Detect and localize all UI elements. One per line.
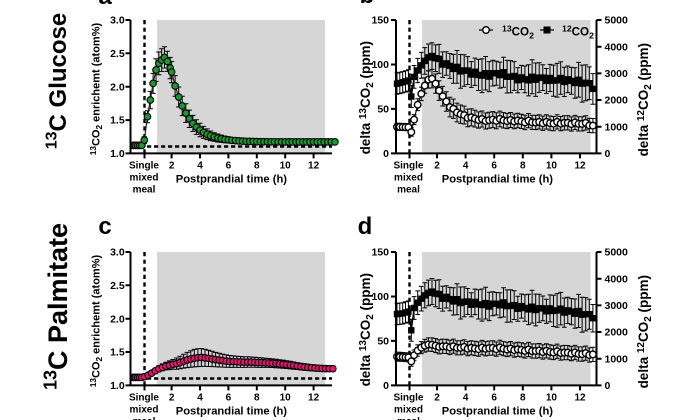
svg-text:4: 4 [197,393,203,404]
svg-text:3000: 3000 [605,68,629,80]
svg-text:50: 50 [377,336,389,348]
svg-text:8: 8 [520,393,526,404]
svg-text:4000: 4000 [605,273,629,285]
svg-text:3.0: 3.0 [110,247,125,259]
svg-text:5000: 5000 [605,247,629,259]
svg-text:6: 6 [491,393,497,404]
svg-text:2.5: 2.5 [110,48,125,60]
svg-text:2: 2 [169,161,175,172]
svg-text:3000: 3000 [605,300,629,312]
svg-text:delta 12CO2 (ppm): delta 12CO2 (ppm) [636,275,654,388]
svg-text:12CO2: 12CO2 [562,24,594,41]
svg-text:2: 2 [434,161,440,172]
svg-text:2.5: 2.5 [110,280,125,292]
svg-text:10: 10 [546,161,558,172]
svg-text:1000: 1000 [605,353,629,365]
svg-text:Postprandial time (h): Postprandial time (h) [442,406,554,418]
svg-text:1.0: 1.0 [110,148,125,160]
svg-text:2.0: 2.0 [110,313,125,325]
svg-text:Single: Single [129,161,159,172]
svg-text:12: 12 [574,393,586,404]
svg-text:d: d [358,213,373,240]
svg-text:4: 4 [197,161,203,172]
svg-text:0: 0 [605,148,611,160]
svg-text:c: c [98,213,111,240]
svg-text:13C Glucose: 13C Glucose [44,13,73,150]
svg-text:4: 4 [463,393,469,404]
svg-text:Single: Single [129,393,159,404]
svg-text:0: 0 [383,148,389,160]
svg-text:2000: 2000 [605,95,629,107]
svg-text:10: 10 [546,393,558,404]
svg-text:0: 0 [605,380,611,392]
svg-text:a: a [98,0,112,10]
svg-text:meal: meal [397,185,420,196]
svg-text:1.5: 1.5 [110,347,125,359]
svg-text:10: 10 [280,161,292,172]
svg-text:meal: meal [397,417,420,420]
svg-text:Single: Single [393,161,423,172]
svg-text:6: 6 [491,161,497,172]
svg-text:12: 12 [574,161,586,172]
svg-text:1.5: 1.5 [110,115,125,127]
svg-text:2000: 2000 [605,327,629,339]
svg-text:5000: 5000 [605,15,629,27]
svg-text:12: 12 [308,393,320,404]
svg-text:Postprandial time (h): Postprandial time (h) [176,406,288,418]
svg-text:mixed: mixed [394,405,423,416]
svg-text:b: b [360,0,375,9]
svg-text:8: 8 [254,393,260,404]
svg-text:1000: 1000 [605,121,629,133]
svg-text:8: 8 [520,161,526,172]
svg-text:8: 8 [254,161,260,172]
svg-text:6: 6 [226,161,232,172]
svg-text:50: 50 [377,104,389,116]
svg-text:Postprandial time (h): Postprandial time (h) [176,174,288,186]
svg-text:1.0: 1.0 [110,380,125,392]
svg-text:2.0: 2.0 [110,81,125,93]
svg-text:mixed: mixed [394,173,423,184]
svg-text:Postprandial time (h): Postprandial time (h) [442,174,554,186]
svg-text:4000: 4000 [605,41,629,53]
svg-text:delta 12CO2 (ppm): delta 12CO2 (ppm) [636,43,654,156]
svg-text:2: 2 [434,393,440,404]
svg-text:delta 13CO2 (ppm): delta 13CO2 (ppm) [358,273,376,386]
svg-text:2: 2 [169,393,175,404]
svg-text:4: 4 [463,161,469,172]
svg-text:3.0: 3.0 [110,15,125,27]
svg-text:150: 150 [371,247,389,259]
svg-text:13CO2 enrichemt (atom%): 13CO2 enrichemt (atom%) [89,255,104,388]
svg-text:150: 150 [371,15,389,27]
svg-text:mixed: mixed [130,173,159,184]
svg-text:meal: meal [133,185,156,196]
svg-text:delta 13CO2 (ppm): delta 13CO2 (ppm) [358,41,376,154]
svg-text:100: 100 [371,291,389,303]
svg-text:0: 0 [383,380,389,392]
svg-text:10: 10 [280,393,292,404]
svg-text:meal: meal [133,417,156,420]
svg-text:13CO2 enrichemt (atom%): 13CO2 enrichemt (atom%) [89,23,104,156]
svg-text:13CO2: 13CO2 [502,24,534,41]
svg-text:mixed: mixed [130,405,159,416]
svg-text:12: 12 [308,161,320,172]
svg-text:Single: Single [393,393,423,404]
svg-text:100: 100 [371,59,389,71]
svg-text:13C Palmitate: 13C Palmitate [41,223,74,390]
svg-text:6: 6 [226,393,232,404]
